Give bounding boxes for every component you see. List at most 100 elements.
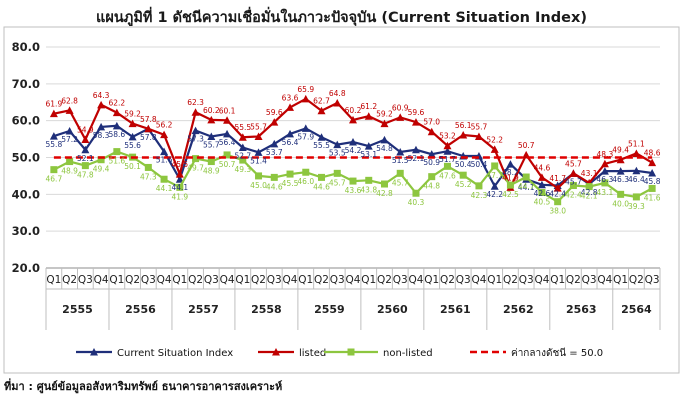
data-point <box>380 180 388 188</box>
data-label: 54.9 <box>77 125 94 134</box>
data-label: 59.2 <box>376 110 393 119</box>
data-point <box>160 130 169 139</box>
data-label: 40.5 <box>534 197 551 206</box>
data-label: 55.7 <box>471 123 488 132</box>
year-label: 2556 <box>125 303 156 316</box>
y-tick-label: 70.0 <box>12 77 40 91</box>
data-label: 42.3 <box>471 191 488 200</box>
legend-marker <box>272 348 280 356</box>
data-point <box>81 135 90 143</box>
data-point <box>506 160 515 168</box>
data-label: 48.2 <box>502 168 519 177</box>
data-point <box>617 190 625 198</box>
data-point <box>97 156 105 164</box>
x-tick-label: Q2 <box>629 274 644 286</box>
y-axis: 20.0 30.0 40.0 50.0 60.0 70.0 80.0 <box>12 40 40 275</box>
data-point <box>380 135 389 144</box>
data-point <box>600 159 609 168</box>
data-point <box>333 140 342 149</box>
data-label: 40.0 <box>612 199 629 208</box>
data-point <box>490 182 499 190</box>
data-point <box>459 171 467 179</box>
data-label: 49.4 <box>612 146 629 155</box>
data-label: 43.8 <box>360 185 377 194</box>
x-tick-label: Q3 <box>267 274 282 286</box>
data-point <box>302 168 310 176</box>
data-point <box>144 163 152 171</box>
x-tick-label: Q1 <box>361 274 376 286</box>
y-tick-label: 80.0 <box>12 40 40 54</box>
data-point <box>491 162 499 170</box>
data-labels: 55.857.252.158.3 58.655.657.851.644.157.3… <box>46 85 661 216</box>
y-tick-label: 30.0 <box>12 224 40 238</box>
data-label: 53.2 <box>439 132 456 141</box>
data-point <box>65 126 74 135</box>
data-label: 49.7 <box>187 164 204 173</box>
data-point <box>301 124 310 132</box>
data-point <box>553 184 562 192</box>
data-point <box>238 133 247 141</box>
year-label: 2558 <box>251 303 282 316</box>
data-point <box>112 108 121 117</box>
data-point <box>112 121 121 130</box>
x-tick-label: Q3 <box>141 274 156 286</box>
data-point <box>286 170 294 178</box>
data-point <box>411 118 420 126</box>
data-label: 49.4 <box>93 165 110 174</box>
data-label: 56.4 <box>282 138 299 147</box>
data-point <box>396 113 405 121</box>
data-point <box>207 158 215 166</box>
data-point <box>239 156 247 164</box>
data-point <box>569 181 577 189</box>
x-tick-label: Q1 <box>109 274 124 286</box>
data-label: 57.8 <box>140 115 157 124</box>
x-tick-label: Q3 <box>78 274 93 286</box>
legend-marker <box>347 348 355 356</box>
data-label: 46.4 <box>628 175 645 184</box>
data-label: 42.4 <box>565 190 582 199</box>
data-point <box>427 150 436 158</box>
data-point <box>349 115 357 124</box>
data-label: 48.3 <box>597 150 614 159</box>
data-label: 55.5 <box>234 123 251 132</box>
data-label: 51.5 <box>392 156 409 165</box>
year-label: 2562 <box>503 303 534 316</box>
data-label: 57.2 <box>61 135 78 144</box>
data-point <box>175 170 184 178</box>
data-point <box>160 175 168 183</box>
data-point <box>270 139 279 148</box>
data-label: 48.9 <box>61 167 78 176</box>
data-label: 60.1 <box>219 106 236 115</box>
data-label: 44.1 <box>518 183 535 192</box>
x-tick-label: Q1 <box>424 274 439 286</box>
data-label: 61.2 <box>360 102 377 111</box>
data-point <box>616 167 625 175</box>
data-label: 59.2 <box>124 110 141 119</box>
data-point <box>506 181 514 189</box>
x-tick-label: Q3 <box>456 274 471 286</box>
data-point <box>207 132 216 141</box>
data-label: 50.7 <box>518 141 535 150</box>
x-tick-label: Q3 <box>330 274 345 286</box>
data-label: 44.8 <box>423 182 440 191</box>
data-label: 42.2 <box>486 190 503 199</box>
data-point <box>97 122 106 131</box>
data-point <box>443 162 451 170</box>
data-label: 62.2 <box>108 99 125 108</box>
data-point <box>160 147 169 156</box>
data-point <box>396 147 405 156</box>
data-label: 58.3 <box>93 131 110 140</box>
x-tick-label: Q4 <box>283 274 298 286</box>
data-point <box>223 151 231 159</box>
data-point <box>49 132 58 140</box>
data-label: 65.9 <box>297 85 314 94</box>
data-label: 55.8 <box>46 140 63 149</box>
data-point <box>333 169 341 177</box>
x-tick-label: Q1 <box>550 274 565 286</box>
data-point <box>427 127 436 136</box>
data-point <box>537 173 546 181</box>
data-label: 42.8 <box>376 189 393 198</box>
x-tick-label: Q2 <box>62 274 77 286</box>
data-point <box>585 183 593 191</box>
data-label: 59.6 <box>266 108 283 117</box>
